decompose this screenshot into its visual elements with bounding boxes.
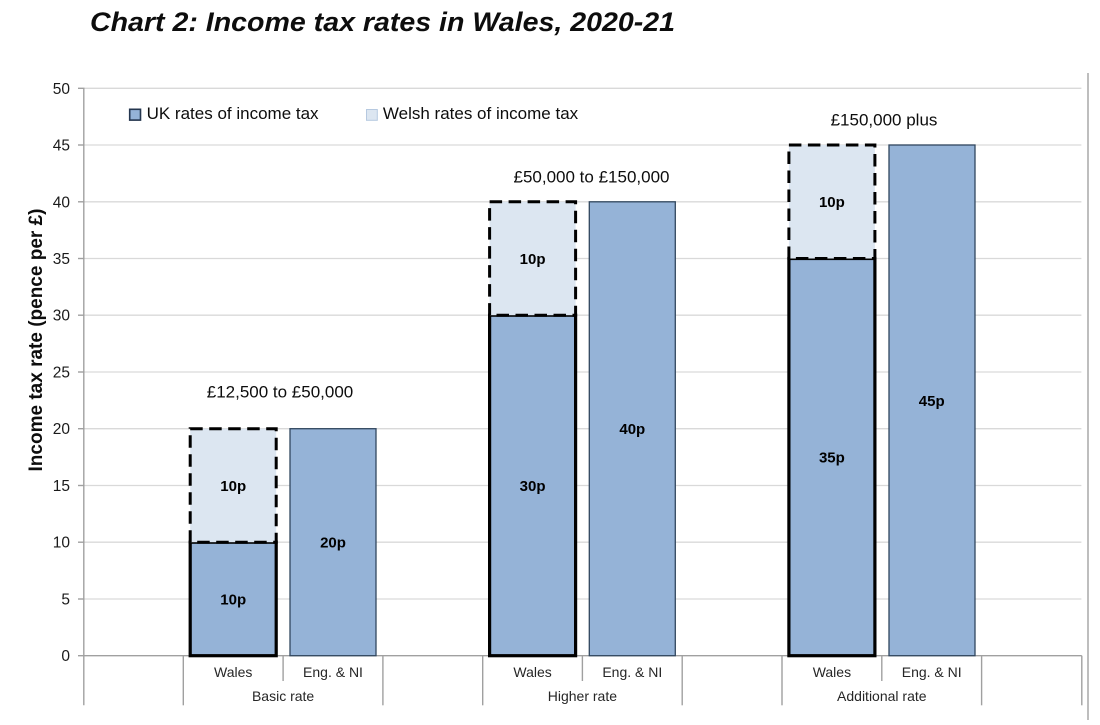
svg-text:30: 30 (53, 308, 71, 325)
svg-text:Higher rate: Higher rate (548, 688, 617, 704)
svg-text:35p: 35p (819, 450, 845, 467)
svg-text:20p: 20p (320, 535, 346, 552)
svg-text:10p: 10p (520, 251, 546, 268)
svg-text:£50,000 to £150,000: £50,000 to £150,000 (514, 168, 670, 187)
svg-text:Wales: Wales (813, 664, 851, 680)
svg-text:0: 0 (61, 648, 70, 665)
svg-text:£150,000 plus: £150,000 plus (831, 111, 938, 130)
svg-text:25: 25 (53, 365, 70, 382)
svg-text:15: 15 (53, 478, 70, 495)
svg-text:Additional rate: Additional rate (837, 688, 927, 704)
svg-text:35: 35 (53, 251, 70, 268)
svg-text:30p: 30p (520, 478, 546, 495)
svg-text:UK rates of income tax: UK rates of income tax (147, 104, 319, 123)
svg-text:Eng. & NI: Eng. & NI (303, 664, 363, 680)
svg-text:10p: 10p (220, 591, 246, 608)
svg-text:£12,500 to £50,000: £12,500 to £50,000 (207, 383, 354, 402)
svg-text:Eng. & NI: Eng. & NI (602, 664, 662, 680)
svg-text:10p: 10p (819, 194, 845, 211)
svg-text:45: 45 (53, 138, 70, 155)
svg-text:10: 10 (53, 535, 71, 552)
svg-text:5: 5 (61, 592, 70, 609)
svg-text:10p: 10p (220, 478, 246, 495)
svg-text:50: 50 (53, 81, 71, 98)
svg-text:Wales: Wales (214, 664, 252, 680)
svg-text:40p: 40p (619, 421, 645, 438)
svg-text:45p: 45p (919, 393, 945, 410)
svg-text:Chart 2: Income tax rates in W: Chart 2: Income tax rates in Wales, 2020… (90, 7, 675, 37)
svg-text:Welsh rates of income tax: Welsh rates of income tax (383, 104, 579, 123)
svg-text:20: 20 (53, 421, 71, 438)
svg-text:Basic rate: Basic rate (252, 688, 314, 704)
svg-text:Eng. & NI: Eng. & NI (902, 664, 962, 680)
svg-text:40: 40 (53, 194, 71, 211)
svg-text:Wales: Wales (513, 664, 551, 680)
svg-text:Income tax rate (pence per £): Income tax rate (pence per £) (26, 209, 47, 472)
